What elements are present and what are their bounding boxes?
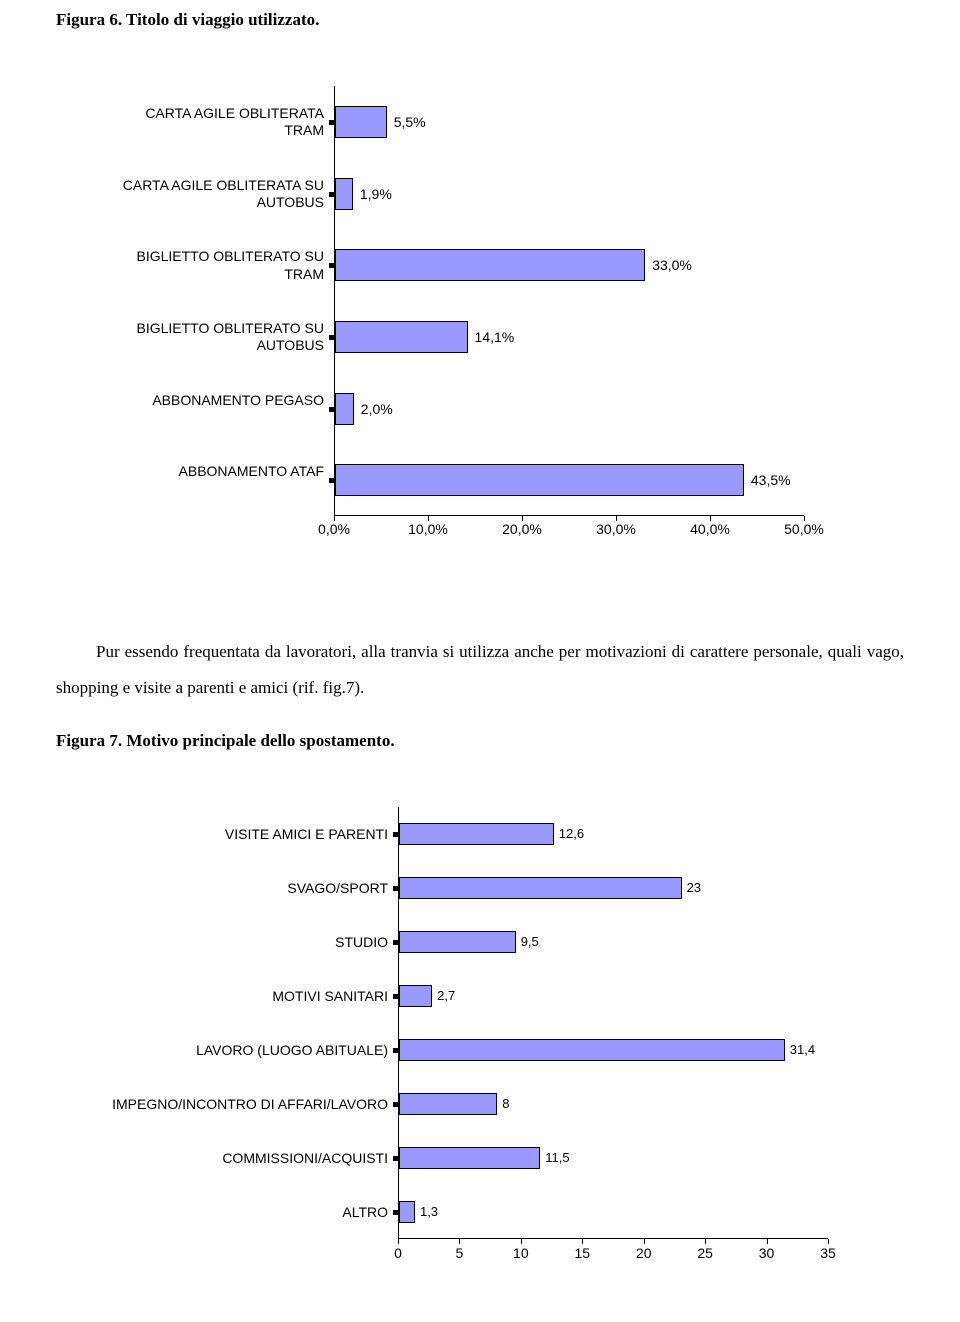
chart1-bar xyxy=(335,464,744,496)
chart2-ytick xyxy=(393,1210,398,1215)
chart2-xtick-label: 5 xyxy=(439,1245,479,1261)
chart1-ytick xyxy=(329,263,334,268)
chart1-bar xyxy=(335,321,468,353)
figure6-title: Figura 6. Titolo di viaggio utilizzato. xyxy=(56,10,904,30)
chart2-bar xyxy=(399,823,554,845)
chart2-value-label: 31,4 xyxy=(790,1042,815,1057)
chart2-xmark xyxy=(582,1239,583,1244)
chart2-xmark xyxy=(828,1239,829,1244)
chart2-ytick xyxy=(393,940,398,945)
chart2-ytick xyxy=(393,994,398,999)
chart1-value-label: 43,5% xyxy=(751,472,791,488)
chart2-value-label: 8 xyxy=(502,1096,509,1111)
chart2-category-label: SVAGO/SPORT xyxy=(96,880,388,897)
chart1-bar xyxy=(335,249,645,281)
chart2-xtick-label: 0 xyxy=(378,1245,418,1261)
chart2-ytick xyxy=(393,832,398,837)
chart1-value-label: 5,5% xyxy=(394,114,426,130)
chart1-category-label: BIGLIETTO OBLITERATO SU TRAM xyxy=(116,248,324,283)
paragraph-text: Pur essendo frequentata da lavoratori, a… xyxy=(56,634,904,705)
chart2-category-label: COMMISSIONI/ACQUISTI xyxy=(96,1150,388,1167)
figure7-title: Figura 7. Motivo principale dello sposta… xyxy=(56,731,904,751)
chart1-value-label: 14,1% xyxy=(475,329,515,345)
chart2-value-label: 23 xyxy=(687,880,701,895)
chart2-bar xyxy=(399,1147,540,1169)
chart1-bar xyxy=(335,178,353,210)
chart2-value-label: 11,5 xyxy=(545,1150,569,1165)
chart1-category-label: BIGLIETTO OBLITERATO SU AUTOBUS xyxy=(116,320,324,355)
chart2-bar xyxy=(399,1039,785,1061)
chart2-xtick-label: 10 xyxy=(501,1245,541,1261)
chart2-xmark xyxy=(521,1239,522,1244)
chart1-bar xyxy=(335,393,354,425)
chart2-value-label: 2,7 xyxy=(437,988,455,1003)
chart1-plot xyxy=(334,86,804,516)
chart1-xtick-label: 20,0% xyxy=(492,521,552,537)
chart1-xtick-label: 40,0% xyxy=(680,521,740,537)
chart2-xmark xyxy=(705,1239,706,1244)
chart2-xmark xyxy=(398,1239,399,1244)
chart2-category-label: ALTRO xyxy=(96,1204,388,1221)
chart1-value-label: 33,0% xyxy=(652,257,692,273)
chart1-ytick xyxy=(329,120,334,125)
chart1-xtick-label: 30,0% xyxy=(586,521,646,537)
chart1-bar xyxy=(335,106,387,138)
chart2-xtick-label: 15 xyxy=(562,1245,602,1261)
chart1-category-label: CARTA AGILE OBLITERATA TRAM xyxy=(116,105,324,140)
chart2-bar xyxy=(399,1201,415,1223)
chart2-value-label: 9,5 xyxy=(521,934,539,949)
chart2-bar xyxy=(399,931,516,953)
chart1-category-label: CARTA AGILE OBLITERATA SU AUTOBUS xyxy=(116,177,324,212)
chart1-ytick xyxy=(329,335,334,340)
chart1-ytick xyxy=(329,407,334,412)
chart2-xmark xyxy=(767,1239,768,1244)
chart2-plot xyxy=(398,807,828,1239)
chart1-value-label: 1,9% xyxy=(360,186,392,202)
chart2-ytick xyxy=(393,1156,398,1161)
figure7-chart: 0 5 10 15 20 25 30 35 VISITE AMICI E PARENTI 12,6… xyxy=(96,807,856,1272)
chart2-xtick-label: 20 xyxy=(624,1245,664,1261)
chart1-xtick-label: 10,0% xyxy=(398,521,458,537)
chart2-category-label: VISITE AMICI E PARENTI xyxy=(96,826,388,843)
chart2-ytick xyxy=(393,886,398,891)
chart2-category-label: STUDIO xyxy=(96,934,388,951)
chart2-value-label: 12,6 xyxy=(559,826,584,841)
chart1-category-label: ABBONAMENTO ATAF xyxy=(116,463,324,481)
chart2-xmark xyxy=(459,1239,460,1244)
chart1-value-label: 2,0% xyxy=(361,401,393,417)
chart2-xmark xyxy=(644,1239,645,1244)
chart2-xtick-label: 35 xyxy=(808,1245,848,1261)
chart2-category-label: LAVORO (LUOGO ABITUALE) xyxy=(96,1042,388,1059)
chart1-ytick xyxy=(329,192,334,197)
chart2-category-label: MOTIVI SANITARI xyxy=(96,988,388,1005)
figure6-chart: 0,0%10,0%20,0%30,0%40,0%50,0%CARTA AGILE… xyxy=(116,86,816,586)
chart1-xtick-label: 50,0% xyxy=(774,521,834,537)
chart2-ytick xyxy=(393,1102,398,1107)
chart1-ytick xyxy=(329,478,334,483)
chart2-bar xyxy=(399,1093,497,1115)
chart2-xtick-label: 30 xyxy=(747,1245,787,1261)
chart2-category-label: IMPEGNO/INCONTRO DI AFFARI/LAVORO xyxy=(96,1096,388,1113)
chart1-category-label: ABBONAMENTO PEGASO xyxy=(116,392,324,410)
chart2-bar xyxy=(399,985,432,1007)
chart2-ytick xyxy=(393,1048,398,1053)
chart1-xtick-label: 0,0% xyxy=(304,521,364,537)
chart2-xtick-label: 25 xyxy=(685,1245,725,1261)
chart2-bar xyxy=(399,877,682,899)
chart2-value-label: 1,3 xyxy=(420,1204,438,1219)
